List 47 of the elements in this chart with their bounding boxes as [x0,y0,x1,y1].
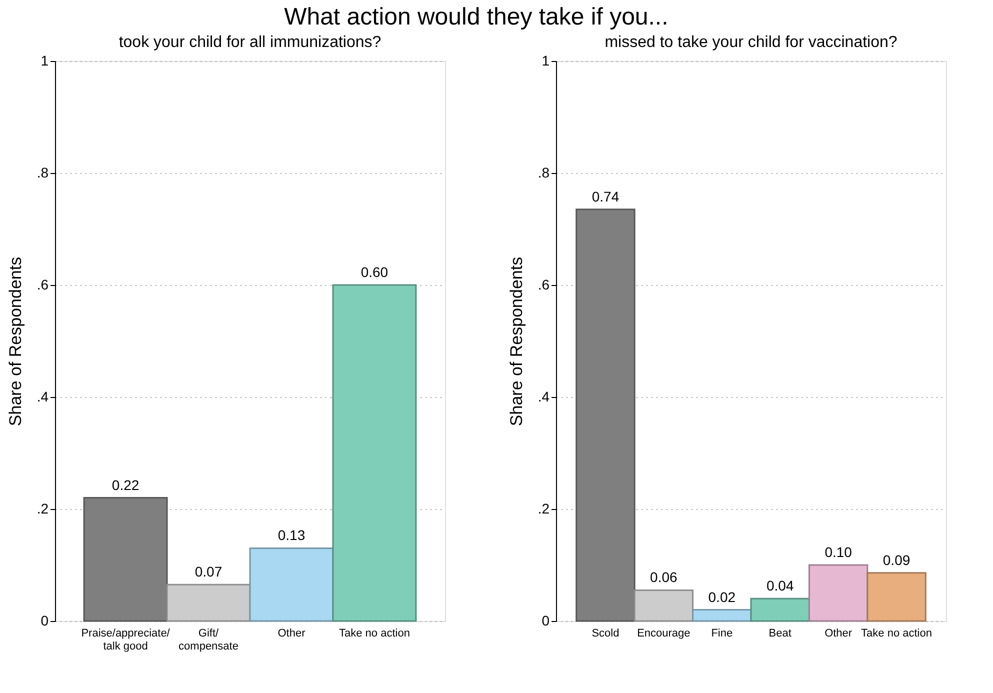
bar [332,284,417,622]
x-tick-label: Take no action [861,628,932,640]
data-label: 0.10 [824,544,852,560]
y-axis-title: Share of Respondents [6,256,25,426]
data-label: 0.74 [592,188,620,204]
y-tick-label: .8 [36,164,49,180]
x-tick-label: Encourage [637,628,690,640]
data-label: 0.04 [766,578,794,594]
chart-subtitle: took your child for all immunizations? [118,34,382,51]
x-tick-label: Other [824,628,852,640]
data-label: 0.07 [194,564,222,580]
bar [634,589,694,622]
bar [249,547,334,622]
x-tick-label: Fine [711,628,733,640]
bar [808,564,868,622]
x-tick-label: Take no action [339,628,410,640]
x-tick-label: Beat [768,628,792,640]
chart-title: What action would they take if you... [284,4,668,30]
y-tick-label: .4 [538,388,550,404]
y-tick-label: .2 [538,500,550,516]
data-label: 0.60 [360,264,388,280]
data-label: 0.06 [650,569,678,586]
bar [166,584,251,622]
x-tick-label: Scold [592,628,620,640]
y-tick-label: .8 [538,164,550,180]
bar [866,572,926,622]
y-tick-label: .4 [36,388,49,404]
y-tick-label: .2 [36,500,49,516]
x-tick-label: Praise/appreciate/ talk good [81,628,171,652]
x-tick-label: Other [278,628,306,640]
bar [750,598,810,622]
chart-subtitle: missed to take your child for vaccination? [604,34,898,51]
data-label: 0.02 [708,588,736,605]
x-tick-label: Gift/ compensate [178,628,238,652]
y-tick-label: 1 [542,52,550,68]
bar [692,609,752,622]
y-tick-label: .6 [538,276,550,292]
y-tick-label: 1 [40,52,49,68]
bar [83,497,168,622]
data-label: 0.22 [112,476,140,493]
data-label: 0.09 [882,552,910,568]
y-tick-label: 0 [542,612,550,628]
bar [576,208,636,622]
y-tick-label: 0 [40,612,49,628]
data-label: 0.13 [278,527,306,544]
y-tick-label: .6 [36,276,49,292]
y-axis-title: Share of Respondents [506,256,526,426]
